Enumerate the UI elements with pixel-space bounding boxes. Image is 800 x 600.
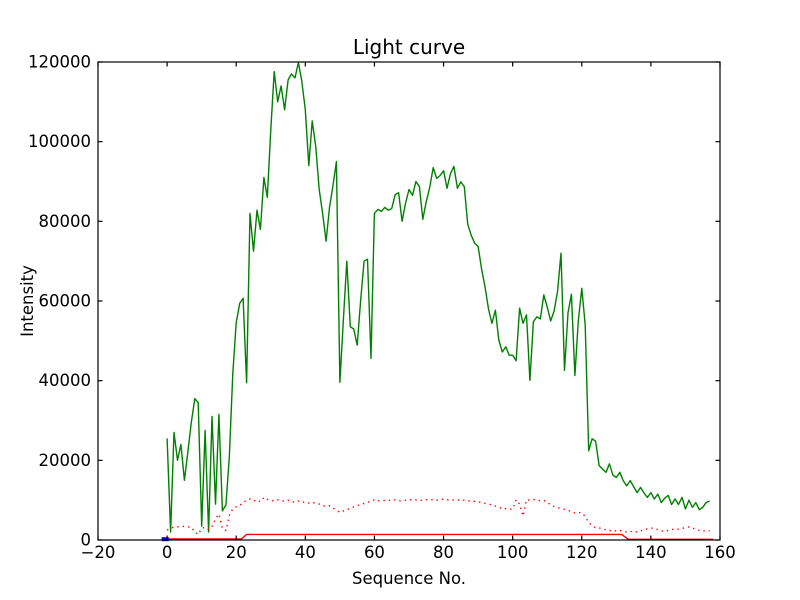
x-tick-label: 60: [364, 543, 385, 562]
x-tick-label: 0: [162, 543, 173, 562]
x-tick-label: 80: [433, 543, 454, 562]
chart-title: Light curve: [353, 35, 465, 59]
y-tick-label: 80000: [39, 212, 92, 231]
series-red-solid-line: [167, 533, 714, 540]
x-tick-label: 100: [497, 543, 529, 562]
x-tick-label: 160: [704, 543, 736, 562]
plot-group: −20 0 20 40 60 80 100 120 140 1600200004000060000…: [28, 53, 736, 563]
y-tick-label: 40000: [39, 371, 92, 390]
y-tick-label: 100000: [28, 132, 91, 151]
x-tick-label: 120: [566, 543, 598, 562]
x-tick-label: 140: [635, 543, 667, 562]
series-green-solid-line: [166, 61, 710, 533]
series-red-dotted-line: [166, 496, 710, 536]
y-tick-label: 120000: [28, 53, 91, 72]
plot-area: [97, 61, 721, 541]
x-axis-label: Sequence No.: [352, 569, 466, 588]
x-tick-label: −20: [81, 543, 116, 562]
y-tick-label: 20000: [39, 451, 92, 470]
y-axis-label: Intensity: [18, 265, 37, 337]
x-tick-label: 40: [295, 543, 316, 562]
x-tick-label: 20: [226, 543, 247, 562]
y-tick-label: 0: [81, 531, 92, 550]
y-tick-label: 60000: [39, 292, 92, 311]
